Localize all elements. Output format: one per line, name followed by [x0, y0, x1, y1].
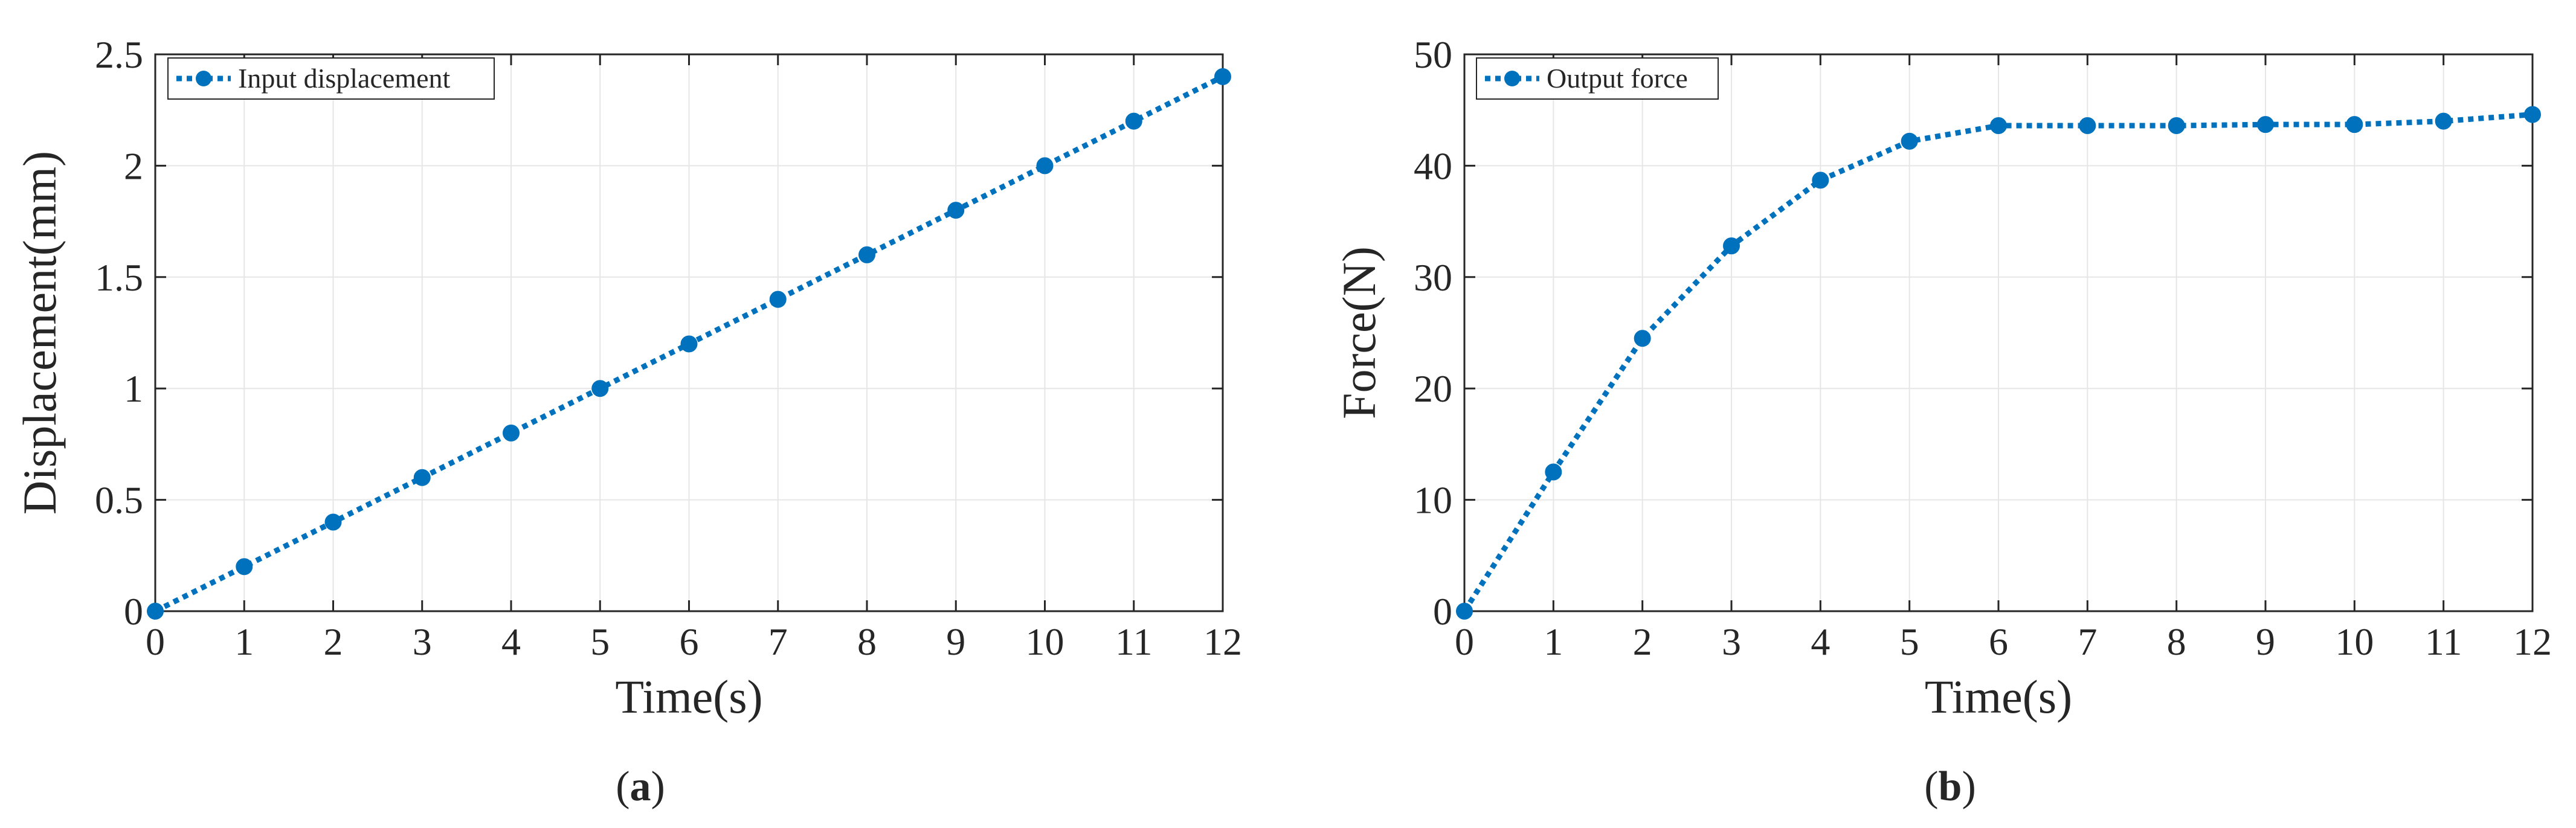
- legend-marker: [196, 71, 211, 86]
- x-tick-label: 6: [680, 620, 699, 663]
- data-point: [503, 424, 520, 441]
- x-tick-label: 11: [2425, 620, 2462, 663]
- x-tick-label: 2: [324, 620, 343, 663]
- x-tick-label: 10: [1026, 620, 1064, 663]
- x-tick-label: 11: [1115, 620, 1153, 663]
- data-point: [2168, 117, 2185, 135]
- y-tick-label: 2: [124, 144, 143, 187]
- panel-caption: (a): [616, 763, 665, 810]
- data-point: [1723, 237, 1740, 255]
- data-point: [1901, 132, 1918, 150]
- x-tick-label: 1: [1544, 620, 1563, 663]
- data-point: [1990, 117, 2007, 135]
- y-axis-title: Displacement(mm): [13, 151, 66, 515]
- y-axis-title: Force(N): [1333, 246, 1385, 419]
- x-tick-label: 10: [2335, 620, 2374, 663]
- legend-marker: [1504, 71, 1520, 86]
- x-tick-label: 1: [234, 620, 254, 663]
- x-tick-label: 12: [2513, 620, 2552, 663]
- data-point: [324, 513, 342, 531]
- x-tick-label: 3: [1722, 620, 1741, 663]
- x-tick-label: 4: [501, 620, 521, 663]
- x-tick-label: 8: [2167, 620, 2186, 663]
- x-tick-label: 9: [2256, 620, 2275, 663]
- panel-caption: (b): [1924, 763, 1976, 810]
- data-point: [947, 202, 965, 219]
- legend-label: Output force: [1547, 63, 1688, 94]
- y-tick-label: 30: [1414, 256, 1452, 299]
- legend-label: Input displacement: [238, 63, 451, 94]
- x-tick-label: 7: [768, 620, 788, 663]
- data-point: [413, 469, 431, 486]
- y-tick-label: 1.5: [95, 256, 143, 299]
- data-point: [2524, 106, 2541, 123]
- x-tick-label: 12: [1203, 620, 1242, 663]
- data-point: [1634, 330, 1651, 347]
- y-tick-label: 1: [124, 367, 143, 410]
- data-point: [858, 246, 875, 263]
- data-point: [1125, 112, 1142, 130]
- x-tick-label: 9: [946, 620, 965, 663]
- y-tick-label: 20: [1414, 367, 1452, 410]
- y-tick-label: 50: [1414, 33, 1452, 76]
- x-axis-title: Time(s): [1925, 670, 2072, 723]
- data-point: [680, 335, 698, 353]
- x-axis-title: Time(s): [615, 670, 762, 723]
- data-point: [769, 290, 787, 308]
- data-point: [1456, 603, 1473, 620]
- x-tick-label: 3: [413, 620, 432, 663]
- x-tick-label: 5: [1900, 620, 1919, 663]
- x-tick-label: 6: [1989, 620, 2008, 663]
- x-tick-label: 0: [1455, 620, 1474, 663]
- chart-panel-a: 0 1 2 3 4 5 6 7 8 9 10 11 1200.511.522.5Time(s)Displ…: [13, 33, 1242, 810]
- data-point: [2257, 116, 2274, 133]
- data-point: [1036, 157, 1054, 175]
- data-point: [2435, 112, 2452, 130]
- data-point: [591, 380, 609, 397]
- data-point: [2346, 116, 2363, 133]
- data-point: [1812, 172, 1829, 189]
- y-tick-label: 0: [1433, 590, 1452, 633]
- x-tick-label: 4: [1811, 620, 1830, 663]
- x-tick-label: 7: [2078, 620, 2097, 663]
- legend-box: [1476, 57, 1719, 100]
- data-point: [1545, 463, 1562, 481]
- y-tick-label: 2.5: [95, 33, 143, 76]
- y-tick-label: 0: [124, 590, 143, 633]
- data-point: [1214, 68, 1231, 85]
- data-point: [2079, 117, 2096, 135]
- y-tick-label: 0.5: [95, 479, 143, 522]
- y-tick-label: 40: [1414, 144, 1452, 187]
- panel-caption-letter: b: [1939, 763, 1962, 810]
- chart-panel-b: 0 1 2 3 4 5 6 7 8 9 10 11 1201020304050Time(s)Force(…: [1333, 33, 2552, 810]
- x-tick-label: 0: [146, 620, 165, 663]
- x-tick-label: 5: [590, 620, 610, 663]
- panel-caption-letter: a: [630, 763, 651, 810]
- y-tick-label: 10: [1414, 479, 1452, 522]
- data-point: [147, 603, 164, 620]
- x-tick-label: 8: [857, 620, 877, 663]
- data-point: [236, 558, 253, 576]
- x-tick-label: 2: [1633, 620, 1652, 663]
